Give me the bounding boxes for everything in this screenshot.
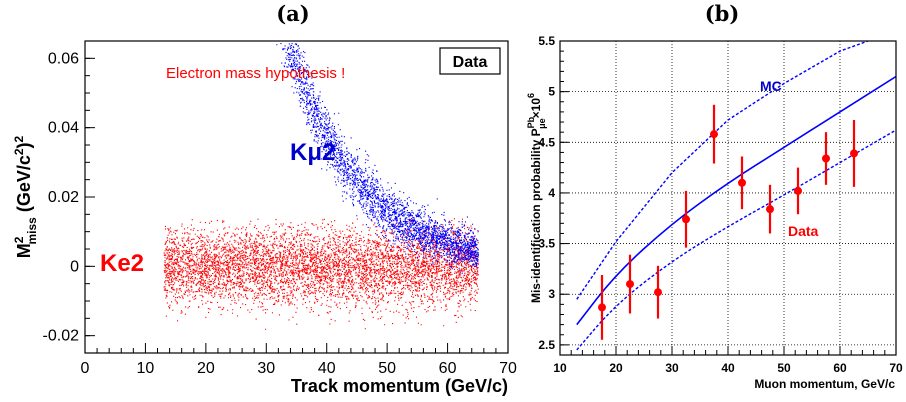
chart-a-annotation-kmu2: Kμ2 <box>290 139 335 166</box>
chart-b-y-tick-label: 4.5 <box>538 135 555 149</box>
chart-b-points <box>598 104 858 340</box>
chart-b-x-ticks: 10 20 30 40 50 60 70 <box>553 346 903 375</box>
chart-a-legend-box <box>439 47 501 75</box>
chart-a-x-tick-label: 50 <box>378 360 396 377</box>
chart-a-y-ticks: -0.02 0 0.02 0.04 0.06 <box>43 50 95 345</box>
chart-b-annotation-mc: MC <box>760 78 782 94</box>
chart-a-x-tick-label: 0 <box>81 360 90 377</box>
chart-b-data-point <box>766 205 774 214</box>
chart-a-points <box>163 43 479 330</box>
chart-b-x-tick-label: 10 <box>553 361 567 375</box>
chart-b-lines <box>576 40 897 351</box>
chart-a-y-tick-label: 0.04 <box>48 120 79 137</box>
chart-b-ylabel: Mis-identification probability PPbμe×106 <box>526 93 547 303</box>
chart-a-x-tick-label: 20 <box>197 360 215 377</box>
chart-b-y-tick-label: 2.5 <box>538 338 555 352</box>
chart-a-series-kmu2-points <box>276 43 479 275</box>
chart-a-y-tick-label: -0.02 <box>43 328 80 345</box>
chart-b: 10 20 30 40 50 60 70 2.5 3 3.5 4 4.5 5 5.5 MC Data M… <box>526 34 903 391</box>
chart-b-x-tick-label: 30 <box>665 361 679 375</box>
chart-a-x-tick-label: 70 <box>499 360 517 377</box>
chart-b-x-tick-label: 40 <box>721 361 735 375</box>
chart-b-y-ticks: 2.5 3 3.5 4 4.5 5 5.5 <box>538 34 569 352</box>
chart-a-y-tick-label: 0 <box>70 258 79 275</box>
chart-b-y-tick-label: 4 <box>548 186 555 200</box>
panel-b-title: (b) <box>705 1 740 26</box>
chart-a-y-tick-label: 0.02 <box>48 189 79 206</box>
chart-b-xlabel: Muon momentum, GeV/c <box>754 377 895 391</box>
chart-b-x-tick-label: 50 <box>777 361 791 375</box>
chart-b-data-point <box>654 288 662 297</box>
chart-a-x-tick-label: 40 <box>318 360 336 377</box>
chart-a-x-tick-label: 10 <box>137 360 155 377</box>
chart-b-annotation-data: Data <box>788 223 819 239</box>
chart-a-y-tick-label: 0.06 <box>48 50 79 67</box>
chart-b-y-tick-label: 5 <box>548 85 555 99</box>
chart-a-xlabel: Track momentum (GeV/c) <box>291 376 508 396</box>
chart-b-data-point <box>794 186 802 195</box>
chart-b-data-point <box>682 215 690 224</box>
chart-b-series-mc-lower-band <box>576 129 897 351</box>
chart-a-frame <box>84 40 509 354</box>
chart-b-series-mc-line <box>576 75 897 326</box>
chart-b-y-tick-label: 3 <box>548 287 555 301</box>
chart-b-y-tick-label: 3.5 <box>538 237 555 251</box>
chart-a-x-ticks: 0 10 20 30 40 50 60 70 <box>81 343 517 377</box>
chart-b-data-point <box>626 280 634 289</box>
chart-b-data-point <box>738 178 746 187</box>
chart-b-data-point <box>598 303 606 312</box>
chart-a-x-tick-label: 60 <box>439 360 457 377</box>
chart-b-data-point <box>850 149 858 158</box>
chart-b-x-tick-label: 70 <box>889 361 903 375</box>
chart-a-annotation-hypothesis: Electron mass hypothesis ! <box>166 65 345 82</box>
chart-b-data-point <box>710 130 718 139</box>
chart-b-data-point <box>822 154 830 163</box>
chart-a-annotation-ke2: Ke2 <box>100 250 144 277</box>
chart-a-ylabel: M2miss (GeV/c2)2 <box>12 135 39 258</box>
chart-a-x-tick-label: 30 <box>257 360 275 377</box>
chart-b-y-tick-label: 5.5 <box>538 34 555 48</box>
chart-b-series-mc-upper-band <box>576 40 869 300</box>
chart-b-x-tick-label: 60 <box>833 361 847 375</box>
chart-b-x-tick-label: 20 <box>609 361 623 375</box>
chart-a-legend-label: Data <box>453 54 488 71</box>
panel-a-title: (a) <box>276 1 309 26</box>
